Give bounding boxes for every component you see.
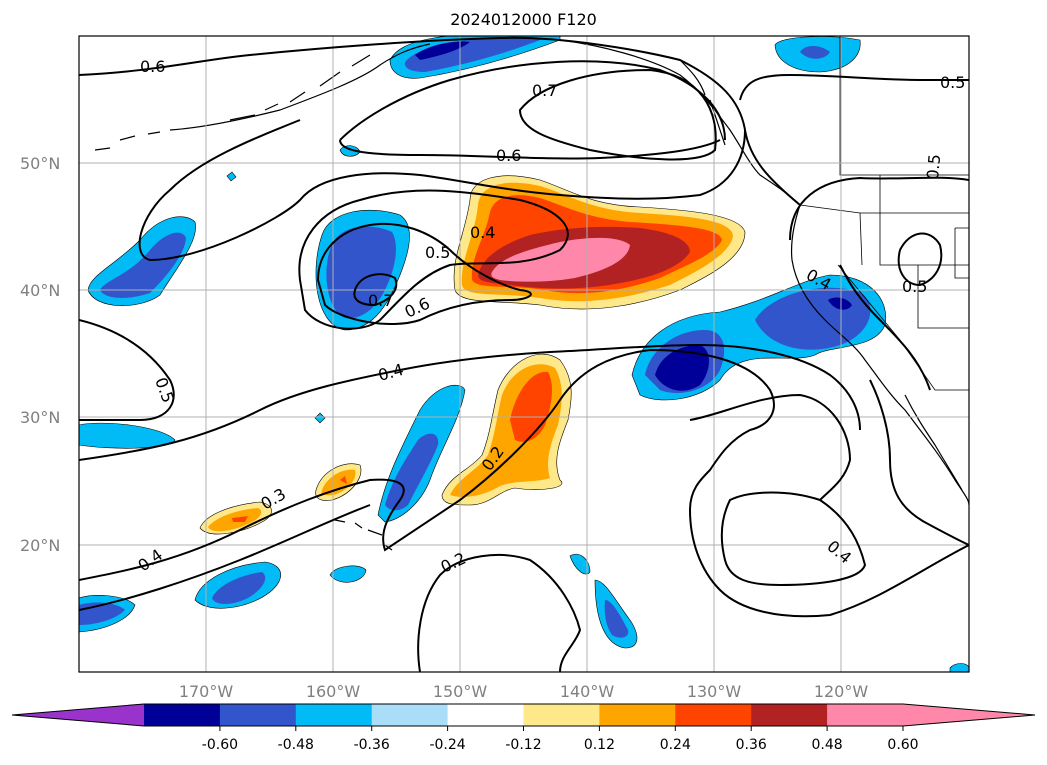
lon-label-170w: 170°W bbox=[179, 682, 234, 701]
colorbar-tick-label: -0.48 bbox=[278, 737, 314, 753]
plot-area: 0.6 0.7 0.6 0.5 0.5 0.4 0.5 0.7 0.6 0.4 … bbox=[79, 36, 969, 672]
colorbar-tick-label: 0.36 bbox=[736, 737, 767, 753]
contour-label: 0.6 bbox=[496, 146, 521, 165]
colorbar-segment bbox=[827, 704, 904, 726]
colorbar-segment bbox=[219, 704, 297, 726]
colorbar-tick-label: -0.36 bbox=[354, 737, 390, 753]
contour-label: 0.5 bbox=[425, 243, 450, 262]
colorbar-tick-label: 0.24 bbox=[660, 737, 691, 753]
colorbar-segment bbox=[675, 704, 752, 726]
plot-frame bbox=[78, 35, 970, 673]
colorbar-segment bbox=[295, 704, 373, 726]
lat-label-40n: 40°N bbox=[20, 281, 60, 300]
colorbar-tick-label: -0.24 bbox=[429, 737, 465, 753]
positive-anomaly-fills bbox=[199, 175, 746, 535]
lon-label-140w: 140°W bbox=[560, 682, 615, 701]
colorbar-tick-label: 0.48 bbox=[812, 737, 843, 753]
colorbar-segment bbox=[751, 704, 828, 726]
lon-label-120w: 120°W bbox=[814, 682, 869, 701]
colorbar-extend-low bbox=[12, 704, 144, 726]
colorbar-tick-label: 0.12 bbox=[584, 737, 615, 753]
map-title: 2024012000 F120 bbox=[450, 10, 597, 29]
colorbar-tick-label: -0.60 bbox=[202, 737, 238, 753]
contour-label: 0.5 bbox=[923, 153, 944, 180]
lat-label-30n: 30°N bbox=[20, 408, 60, 427]
contour-label: 0.7 bbox=[368, 291, 393, 310]
lon-label-130w: 130°W bbox=[687, 682, 742, 701]
colorbar-segment bbox=[371, 704, 449, 726]
contour-label: 0.5 bbox=[940, 73, 965, 92]
contour-label: 0.6 bbox=[140, 57, 165, 76]
lon-label-150w: 150°W bbox=[433, 682, 488, 701]
colorbar-segment bbox=[144, 704, 221, 726]
contour-label: 0.5 bbox=[902, 277, 927, 296]
colorbar-tick-label: -0.12 bbox=[505, 737, 541, 753]
contour-label: 0.7 bbox=[532, 81, 557, 100]
contour-lines bbox=[79, 36, 969, 672]
colorbar-segment bbox=[599, 704, 676, 726]
colorbar-outline bbox=[11, 703, 1036, 727]
coastlines bbox=[94, 39, 969, 551]
colorbar-segment bbox=[447, 704, 524, 726]
latitude-labels: 50°N 40°N 30°N 20°N bbox=[20, 154, 60, 555]
lat-label-20n: 20°N bbox=[20, 536, 60, 555]
colorbar: -0.60 -0.48 -0.36 -0.24 -0.12 0.12 0.24 0.36 0.4… bbox=[11, 703, 1036, 753]
lon-label-160w: 160°W bbox=[306, 682, 361, 701]
colorbar-tick-label: 0.60 bbox=[887, 737, 918, 753]
colorbar-extend-high bbox=[903, 704, 1035, 726]
longitude-labels: 170°W 160°W 150°W 140°W 130°W 120°W bbox=[179, 682, 869, 701]
lat-label-50n: 50°N bbox=[20, 154, 60, 173]
borders bbox=[799, 36, 969, 391]
contour-label: 0.4 bbox=[470, 223, 495, 242]
colorbar-segment bbox=[523, 704, 600, 726]
